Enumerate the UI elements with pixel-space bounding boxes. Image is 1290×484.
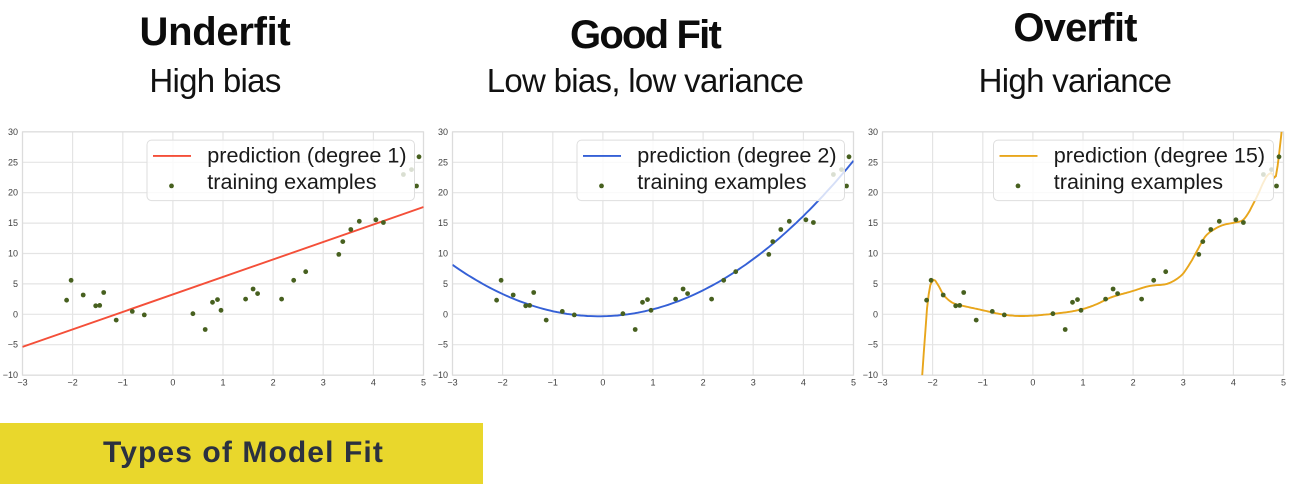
svg-text:−2: −2 xyxy=(497,377,507,387)
svg-text:3: 3 xyxy=(1181,377,1186,387)
svg-text:−2: −2 xyxy=(67,377,77,387)
svg-text:30: 30 xyxy=(8,127,18,137)
svg-text:4: 4 xyxy=(1231,377,1236,387)
svg-text:10: 10 xyxy=(8,249,18,259)
svg-text:20: 20 xyxy=(8,188,18,198)
svg-text:4: 4 xyxy=(371,377,376,387)
svg-text:−1: −1 xyxy=(548,377,558,387)
svg-text:training examples: training examples xyxy=(1054,169,1223,194)
svg-text:2: 2 xyxy=(701,377,706,387)
svg-text:−3: −3 xyxy=(877,377,887,387)
svg-text:−3: −3 xyxy=(17,377,27,387)
svg-text:5: 5 xyxy=(421,377,426,387)
svg-text:0: 0 xyxy=(1030,377,1035,387)
svg-text:25: 25 xyxy=(438,157,448,167)
svg-text:15: 15 xyxy=(438,218,448,228)
svg-text:0: 0 xyxy=(13,309,18,319)
svg-text:25: 25 xyxy=(868,157,878,167)
svg-text:5: 5 xyxy=(851,377,856,387)
svg-text:−5: −5 xyxy=(438,340,448,350)
svg-text:−1: −1 xyxy=(978,377,988,387)
svg-text:2: 2 xyxy=(1131,377,1136,387)
svg-text:5: 5 xyxy=(873,279,878,289)
svg-text:prediction (degree 15): prediction (degree 15) xyxy=(1054,142,1265,167)
svg-text:20: 20 xyxy=(438,188,448,198)
svg-text:10: 10 xyxy=(868,249,878,259)
svg-text:1: 1 xyxy=(1080,377,1085,387)
svg-text:−10: −10 xyxy=(433,370,448,380)
svg-text:prediction (degree 1): prediction (degree 1) xyxy=(207,142,406,167)
svg-text:−2: −2 xyxy=(927,377,937,387)
svg-text:10: 10 xyxy=(438,249,448,259)
svg-text:training examples: training examples xyxy=(207,169,376,194)
svg-text:−10: −10 xyxy=(3,370,18,380)
svg-text:5: 5 xyxy=(443,279,448,289)
svg-text:4: 4 xyxy=(801,377,806,387)
svg-text:30: 30 xyxy=(868,127,878,137)
svg-text:0: 0 xyxy=(170,377,175,387)
svg-text:−10: −10 xyxy=(863,370,878,380)
svg-text:0: 0 xyxy=(600,377,605,387)
svg-text:−1: −1 xyxy=(118,377,128,387)
svg-text:1: 1 xyxy=(220,377,225,387)
svg-text:1: 1 xyxy=(650,377,655,387)
svg-text:5: 5 xyxy=(1281,377,1286,387)
svg-text:−5: −5 xyxy=(8,340,18,350)
svg-text:−3: −3 xyxy=(447,377,457,387)
svg-text:prediction (degree 2): prediction (degree 2) xyxy=(637,142,836,167)
svg-text:25: 25 xyxy=(8,157,18,167)
svg-text:20: 20 xyxy=(868,188,878,198)
svg-text:training examples: training examples xyxy=(637,169,806,194)
svg-text:−5: −5 xyxy=(868,340,878,350)
svg-text:0: 0 xyxy=(443,309,448,319)
svg-text:5: 5 xyxy=(13,279,18,289)
svg-text:2: 2 xyxy=(271,377,276,387)
svg-text:3: 3 xyxy=(321,377,326,387)
svg-text:0: 0 xyxy=(873,309,878,319)
svg-text:30: 30 xyxy=(438,127,448,137)
svg-text:15: 15 xyxy=(868,218,878,228)
svg-text:3: 3 xyxy=(751,377,756,387)
svg-text:15: 15 xyxy=(8,218,18,228)
